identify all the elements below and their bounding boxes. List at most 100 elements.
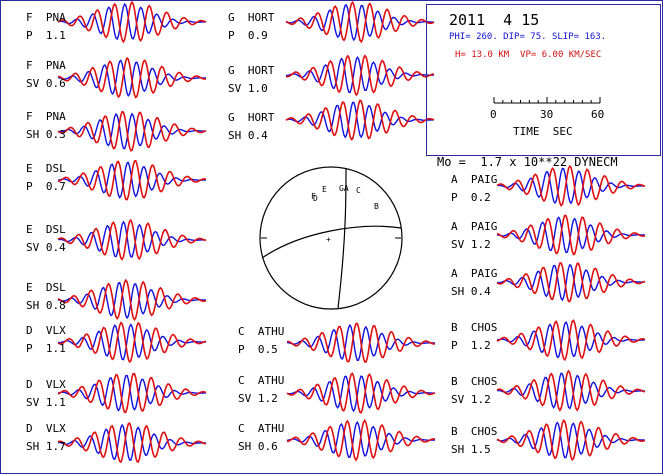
nodal-plane-2 <box>261 225 402 259</box>
time-tick-0: 0 <box>490 108 497 121</box>
station-name: A PAIG <box>451 173 498 186</box>
trace-label: B CHOS P 1.2 <box>451 322 497 352</box>
synthetic-waveform <box>287 322 435 363</box>
phase-amplitude: SV 1.1 <box>26 396 66 409</box>
station-name: F PNA <box>26 11 66 24</box>
trace-waveform-pair <box>286 322 435 363</box>
phase-amplitude: P 0.2 <box>451 191 491 204</box>
focal-sphere-outline <box>259 166 403 310</box>
trace-label: A PAIG SH 0.4 <box>451 268 497 298</box>
observed-waveform <box>285 101 434 139</box>
synthetic-waveform <box>57 372 207 414</box>
station-name: E DSL <box>26 223 66 236</box>
phase-amplitude: SV 1.0 <box>228 82 268 95</box>
time-axis-label: TIME SEC <box>513 125 573 138</box>
observed-waveform <box>496 167 645 205</box>
trace-label: D VLX SV 1.1 <box>26 379 66 409</box>
phase-amplitude: SV 1.2 <box>451 393 491 406</box>
station-name: F PNA <box>26 59 66 72</box>
trace-waveform-pair <box>496 214 646 256</box>
phase-amplitude: P 0.7 <box>26 180 66 193</box>
trace-waveform-pair <box>285 54 435 97</box>
synthetic-waveform <box>285 99 435 141</box>
time-scale-bar <box>493 97 601 104</box>
station-name: F PNA <box>26 110 66 123</box>
synthetic-waveform <box>57 56 206 99</box>
observed-waveform <box>496 372 646 410</box>
phase-amplitude: SV 0.4 <box>26 241 66 254</box>
station-name: A PAIG <box>451 220 498 233</box>
trace-label: C ATHU SV 1.2 <box>238 375 284 405</box>
observed-waveform <box>496 216 646 254</box>
sphere-mark-c: C <box>356 186 361 195</box>
station-name: B CHOS <box>451 321 498 334</box>
phase-amplitude: SH 0.6 <box>238 440 278 453</box>
trace-label: F PNA P 1.1 <box>26 12 66 42</box>
observed-waveform <box>286 375 435 413</box>
phase-amplitude: P 1.1 <box>26 29 66 42</box>
trace-label: B CHOS SH 1.5 <box>451 426 497 456</box>
phase-amplitude: P 0.9 <box>228 29 268 42</box>
seismic-moment: Mo = 1.7 x 10**22 DYNECM <box>437 155 618 169</box>
synthetic-waveform <box>496 319 646 362</box>
station-name: G HORT <box>228 11 275 24</box>
trace-waveform-pair <box>57 422 207 464</box>
trace-label: F PNA SV 0.6 <box>26 60 66 90</box>
synthetic-waveform <box>496 164 646 207</box>
trace-label: F PNA SH 0.3 <box>26 111 66 141</box>
sphere-center-mark: + <box>326 235 331 244</box>
event-date: 2011 4 15 <box>449 11 540 29</box>
synthetic-waveform <box>496 214 646 256</box>
observed-waveform <box>57 161 207 199</box>
trace-label: D VLX SH 1.7 <box>26 423 66 453</box>
trace-label: E DSL P 0.7 <box>26 163 66 193</box>
nodal-plane-1 <box>337 167 347 309</box>
trace-waveform-pair <box>496 418 646 462</box>
synthetic-waveform <box>496 261 646 303</box>
phase-amplitude: SH 0.8 <box>26 299 66 312</box>
synthetic-waveform <box>57 422 207 464</box>
trace-waveform-pair <box>57 321 207 364</box>
trace-waveform-pair <box>57 218 207 261</box>
station-name: C ATHU <box>238 374 285 387</box>
synthetic-waveform <box>496 418 646 462</box>
station-name: B CHOS <box>451 425 498 438</box>
time-tick-60: 60 <box>591 108 605 121</box>
station-name: E DSL <box>26 281 66 294</box>
trace-label: E DSL SH 0.8 <box>26 282 66 312</box>
synthetic-waveform <box>285 54 435 97</box>
trace-waveform-pair <box>285 99 435 141</box>
trace-waveform-pair <box>57 0 207 44</box>
phase-amplitude: SV 0.6 <box>26 77 66 90</box>
observed-waveform <box>57 112 206 150</box>
station-name: C ATHU <box>238 422 285 435</box>
trace-label: G HORT P 0.9 <box>228 12 274 42</box>
station-name: D VLX <box>26 324 66 337</box>
phase-amplitude: P 1.2 <box>451 339 491 352</box>
trace-label: D VLX P 1.1 <box>26 325 66 355</box>
sphere-mark-e: E <box>322 185 327 194</box>
phase-amplitude: SH 1.5 <box>451 443 491 456</box>
trace-waveform-pair <box>286 418 436 462</box>
observed-waveform <box>496 263 645 302</box>
trace-label: C ATHU SH 0.6 <box>238 423 284 453</box>
trace-waveform-pair <box>57 278 207 322</box>
trace-waveform-pair <box>57 372 207 414</box>
phase-amplitude: SH 0.3 <box>26 128 66 141</box>
observed-waveform <box>57 2 206 41</box>
time-tick-30: 30 <box>540 108 554 121</box>
synthetic-waveform <box>57 278 207 322</box>
station-name: G HORT <box>228 111 275 124</box>
trace-label: E DSL SV 0.4 <box>26 224 66 254</box>
trace-label: G HORT SH 0.4 <box>228 112 274 142</box>
synthetic-waveform <box>286 372 436 415</box>
observed-waveform <box>57 323 207 361</box>
trace-waveform-pair <box>496 164 646 207</box>
phase-amplitude: SH 1.7 <box>26 440 66 453</box>
synthetic-waveform <box>57 110 207 152</box>
phase-amplitude: P 0.5 <box>238 343 278 356</box>
phase-amplitude: P 1.1 <box>26 342 66 355</box>
trace-waveform-pair <box>57 110 207 152</box>
